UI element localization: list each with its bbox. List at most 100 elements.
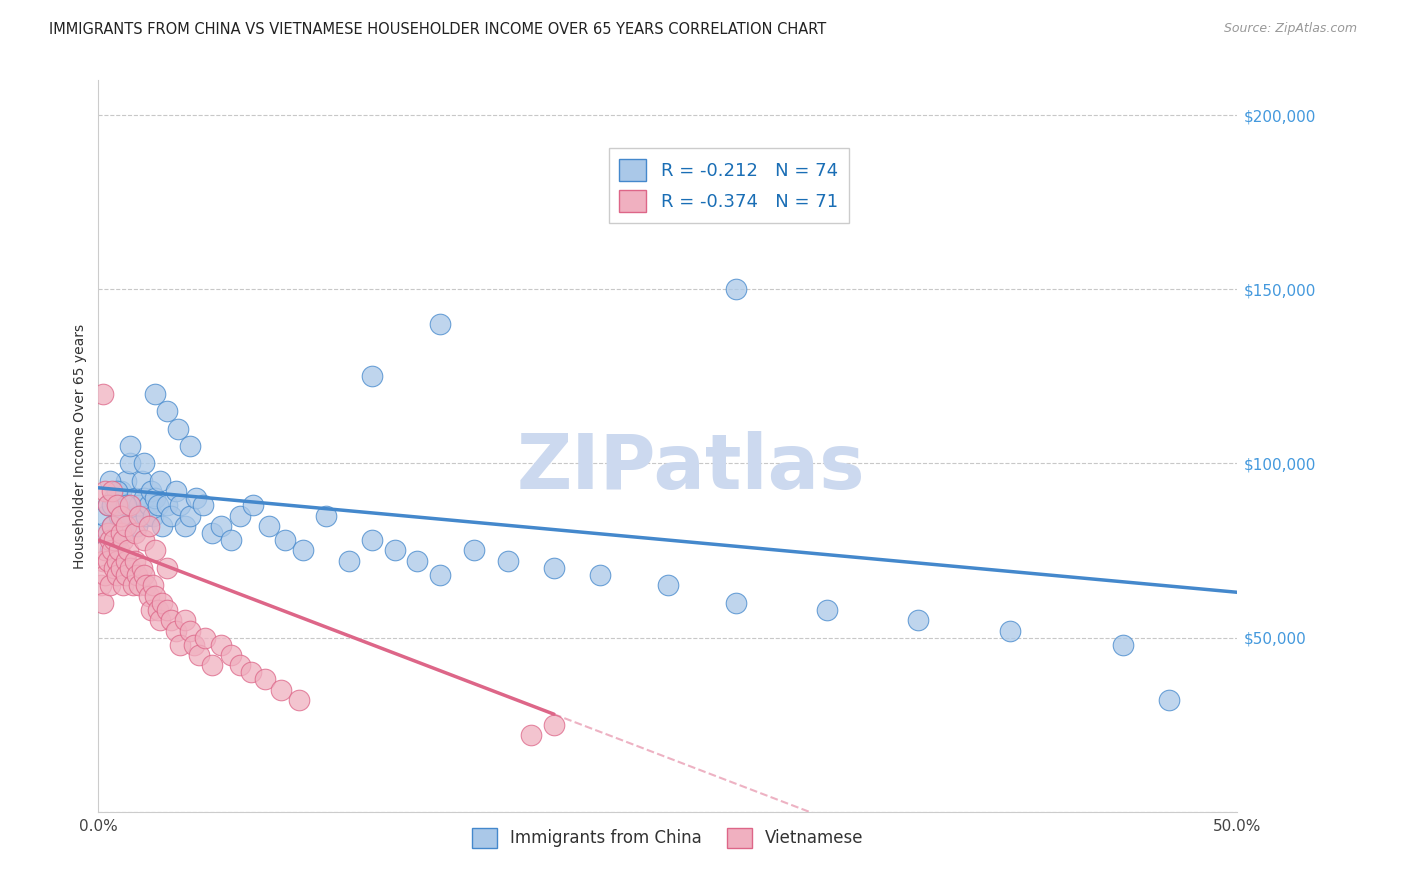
Point bbox=[135, 578, 157, 592]
Point bbox=[165, 484, 187, 499]
Point bbox=[110, 508, 132, 523]
Point bbox=[174, 613, 197, 627]
Point bbox=[209, 519, 232, 533]
Point bbox=[160, 613, 183, 627]
Point bbox=[360, 533, 382, 547]
Point bbox=[194, 631, 217, 645]
Point bbox=[138, 498, 160, 512]
Point bbox=[91, 526, 114, 541]
Point bbox=[139, 603, 162, 617]
Point bbox=[315, 508, 337, 523]
Point bbox=[91, 386, 114, 401]
Point bbox=[103, 561, 125, 575]
Point bbox=[101, 519, 124, 533]
Point bbox=[96, 498, 118, 512]
Point bbox=[91, 596, 114, 610]
Point bbox=[128, 578, 150, 592]
Point bbox=[463, 543, 485, 558]
Point bbox=[253, 673, 276, 687]
Point bbox=[360, 369, 382, 384]
Point bbox=[117, 498, 139, 512]
Text: IMMIGRANTS FROM CHINA VS VIETNAMESE HOUSEHOLDER INCOME OVER 65 YEARS CORRELATION: IMMIGRANTS FROM CHINA VS VIETNAMESE HOUS… bbox=[49, 22, 827, 37]
Point bbox=[142, 578, 165, 592]
Point bbox=[209, 638, 232, 652]
Point bbox=[156, 404, 179, 418]
Point bbox=[127, 519, 149, 533]
Point bbox=[193, 498, 215, 512]
Point bbox=[120, 439, 142, 453]
Point bbox=[725, 282, 748, 296]
Point bbox=[274, 533, 297, 547]
Point bbox=[124, 526, 146, 541]
Point bbox=[201, 658, 224, 673]
Point bbox=[228, 508, 250, 523]
Point bbox=[110, 561, 132, 575]
Point bbox=[128, 508, 150, 523]
Point bbox=[131, 474, 153, 488]
Y-axis label: Householder Income Over 65 years: Householder Income Over 65 years bbox=[73, 324, 87, 568]
Point bbox=[145, 491, 167, 506]
Point bbox=[105, 498, 128, 512]
Legend: Immigrants from China, Vietnamese: Immigrants from China, Vietnamese bbox=[465, 821, 870, 855]
Point bbox=[91, 554, 114, 568]
Point bbox=[156, 603, 179, 617]
Point bbox=[150, 596, 173, 610]
Point bbox=[132, 533, 155, 547]
Point bbox=[429, 317, 451, 331]
Point bbox=[219, 533, 242, 547]
Point bbox=[270, 682, 292, 697]
Point bbox=[186, 491, 208, 506]
Point bbox=[657, 578, 679, 592]
Point bbox=[242, 498, 264, 512]
Point bbox=[131, 561, 153, 575]
Point bbox=[101, 498, 124, 512]
Point bbox=[114, 554, 136, 568]
Point bbox=[132, 491, 155, 506]
Point bbox=[94, 484, 117, 499]
Point bbox=[179, 508, 201, 523]
Point bbox=[259, 519, 281, 533]
Point bbox=[96, 498, 118, 512]
Point bbox=[120, 457, 142, 471]
Point bbox=[96, 554, 118, 568]
Point bbox=[174, 519, 197, 533]
Point bbox=[142, 508, 165, 523]
Text: Source: ZipAtlas.com: Source: ZipAtlas.com bbox=[1223, 22, 1357, 36]
Point bbox=[187, 648, 209, 662]
Point bbox=[101, 543, 124, 558]
Text: ZIPatlas: ZIPatlas bbox=[516, 431, 865, 505]
Point bbox=[120, 561, 142, 575]
Point bbox=[117, 543, 139, 558]
Point bbox=[112, 533, 135, 547]
Point bbox=[98, 474, 121, 488]
Point bbox=[128, 498, 150, 512]
Point bbox=[149, 474, 172, 488]
Point bbox=[105, 554, 128, 568]
Point bbox=[1157, 693, 1180, 707]
Point bbox=[105, 484, 128, 499]
Point bbox=[1112, 638, 1135, 652]
Point bbox=[110, 508, 132, 523]
Point bbox=[219, 648, 242, 662]
Point bbox=[165, 624, 187, 638]
Point bbox=[138, 519, 160, 533]
Point bbox=[127, 567, 149, 582]
Point bbox=[114, 498, 136, 512]
Point bbox=[907, 613, 929, 627]
Point bbox=[815, 603, 838, 617]
Point bbox=[124, 554, 146, 568]
Point bbox=[520, 728, 543, 742]
Point bbox=[98, 578, 121, 592]
Point bbox=[543, 561, 565, 575]
Point bbox=[406, 554, 429, 568]
Point bbox=[90, 578, 112, 592]
Point bbox=[145, 386, 167, 401]
Point bbox=[292, 543, 315, 558]
Point bbox=[101, 484, 124, 499]
Point bbox=[429, 567, 451, 582]
Point bbox=[108, 543, 131, 558]
Point bbox=[228, 658, 250, 673]
Point bbox=[240, 665, 263, 680]
Point bbox=[135, 508, 157, 523]
Point bbox=[98, 543, 121, 558]
